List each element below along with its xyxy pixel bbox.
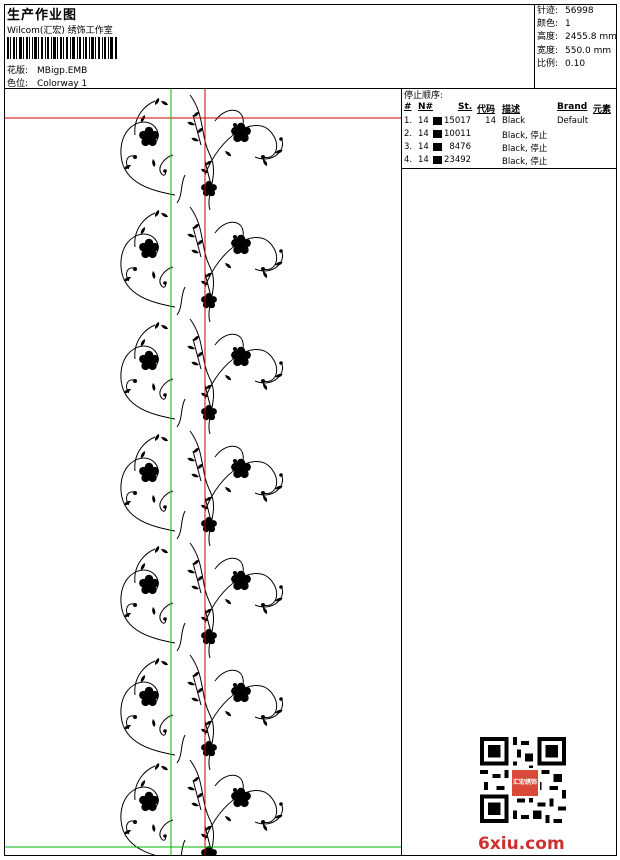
- stop-cell-st: 8476: [449, 142, 471, 152]
- stop-cell-brand: Default: [557, 116, 589, 126]
- stitch-count: 针迹: 56998: [537, 6, 594, 16]
- stop-cell-idx: 1.: [404, 116, 413, 126]
- stop-cell-desc: Black, 停止: [502, 157, 548, 167]
- seal-logo: 汇宏绣饰: [510, 768, 540, 798]
- stop-cell-idx: 2.: [404, 129, 413, 139]
- barcode: [7, 37, 117, 59]
- stop-cell-n: 14: [418, 155, 429, 165]
- stats-divider: [534, 4, 535, 88]
- watermark-text: 6xiu.com: [478, 834, 565, 854]
- color-count: 颜色: 1: [537, 19, 571, 30]
- design-canvas: [5, 89, 401, 855]
- design-height: 高度: 2455.8 mm: [537, 32, 617, 43]
- col-st: St.: [458, 102, 473, 112]
- qr-code: [480, 737, 566, 823]
- col-element: 元素: [593, 105, 612, 115]
- color-swatch: [433, 117, 442, 125]
- stop-cell-n: 14: [418, 142, 429, 152]
- stop-cell-code: 14: [485, 116, 496, 126]
- page-frame: [4, 4, 617, 856]
- stop-table-divider: [401, 168, 617, 169]
- colorway: 色位: Colorway 1: [7, 79, 88, 89]
- color-swatch: [433, 143, 442, 151]
- embroidery-pattern: [121, 95, 283, 855]
- design-name: 花版: MBigp.EMB: [7, 66, 88, 76]
- stop-cell-desc: Black, 停止: [502, 144, 548, 154]
- panel-divider: [401, 88, 402, 856]
- col-n: N#: [418, 102, 434, 112]
- color-swatch: [433, 156, 442, 164]
- design-scale: 比例: 0.10: [537, 58, 586, 69]
- color-swatch: [433, 130, 442, 138]
- page-subtitle: Wilcom(汇宏) 绣饰工作室: [7, 26, 113, 36]
- stop-cell-desc: Black: [502, 116, 525, 126]
- col-code: 代码: [477, 105, 496, 115]
- stop-sequence-heading: 停止顺序:: [404, 91, 444, 101]
- col-desc: 描述: [502, 105, 521, 115]
- stats-panel: 针迹: 56998 颜色: 1 高度: 2455.8 mm 宽度: 550.0 mm 比…: [537, 5, 617, 71]
- stop-cell-n: 14: [418, 129, 429, 139]
- stop-cell-st: 15017: [444, 116, 472, 126]
- stop-cell-n: 14: [418, 116, 429, 126]
- stop-cell-idx: 3.: [404, 142, 413, 152]
- stop-cell-st: 10011: [444, 129, 472, 139]
- col-num: #: [404, 102, 412, 112]
- design-width: 宽度: 550.0 mm: [537, 45, 612, 56]
- stop-cell-desc: Black, 停止: [502, 131, 548, 141]
- page-title: 生产作业图: [7, 8, 78, 23]
- stop-cell-st: 23492: [444, 155, 472, 165]
- header-divider: [4, 88, 617, 89]
- stop-cell-idx: 4.: [404, 155, 413, 165]
- col-brand: Brand: [557, 102, 588, 112]
